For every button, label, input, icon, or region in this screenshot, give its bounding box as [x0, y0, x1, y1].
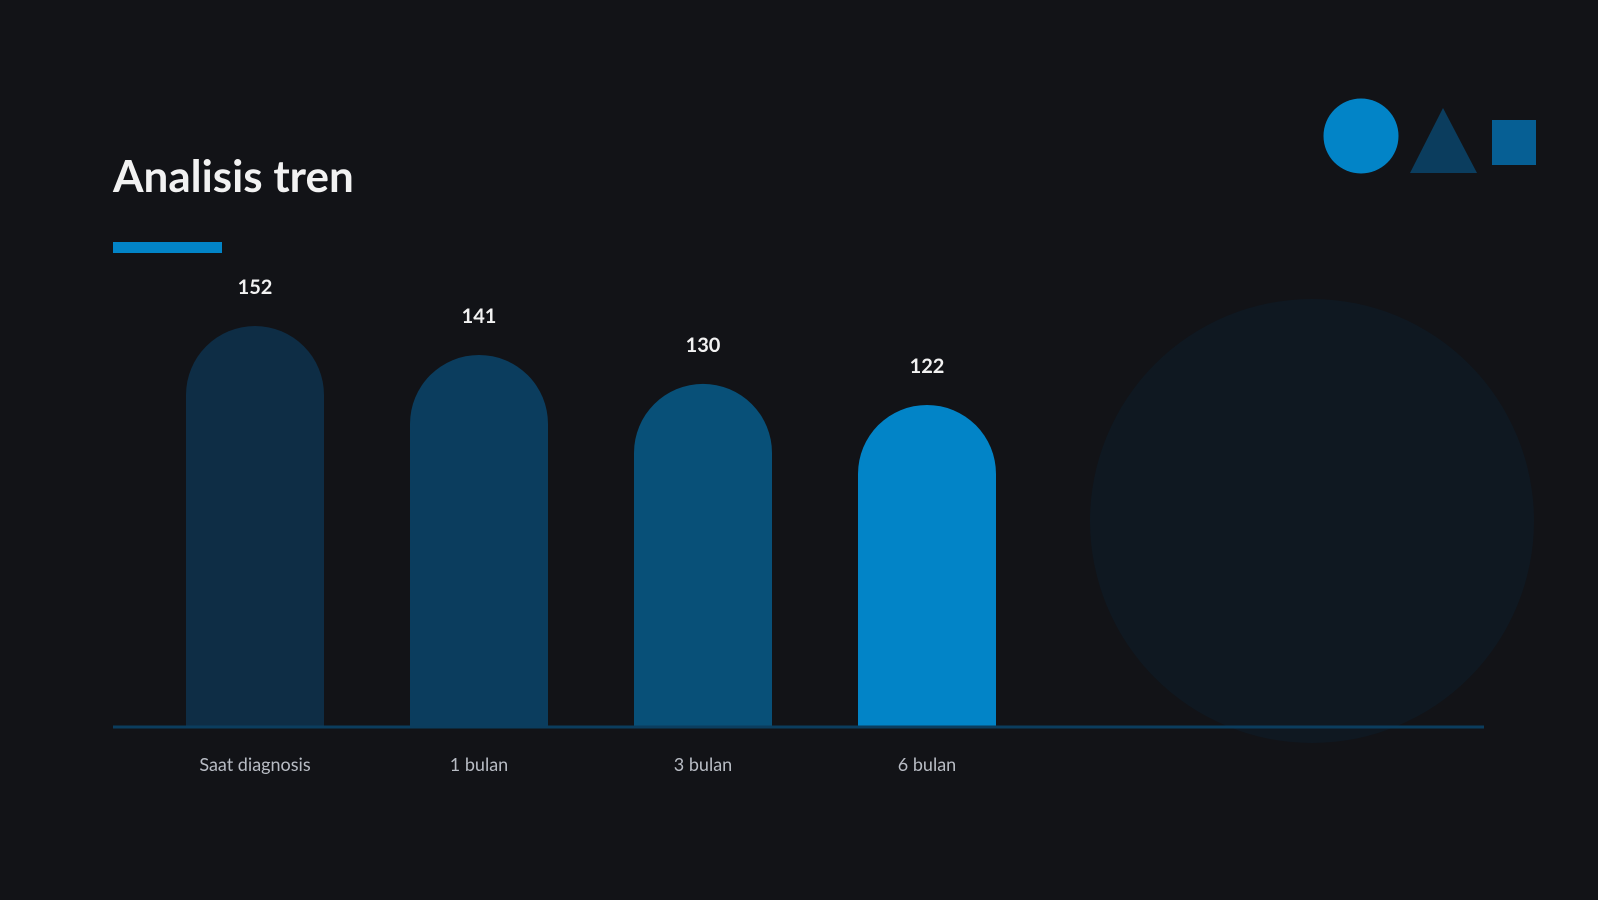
- x-tick-label: Saat diagnosis: [199, 753, 311, 775]
- value-label: 122: [910, 354, 945, 378]
- decor-triangle: [1410, 108, 1477, 173]
- x-tick-label: 3 bulan: [674, 753, 732, 775]
- bar: [186, 326, 324, 726]
- decor-square: [1492, 120, 1536, 165]
- title-underline: [113, 242, 222, 253]
- decor-circle-large: [1090, 299, 1534, 743]
- x-tick-label: 1 bulan: [450, 753, 508, 775]
- value-label: 141: [462, 304, 497, 328]
- x-tick-label: 6 bulan: [898, 753, 956, 775]
- bar: [634, 383, 772, 726]
- plot: 152 Saat diagnosis 141 1 bulan 130 3 bulan 122…: [186, 275, 996, 775]
- value-label: 130: [686, 333, 721, 357]
- chart-title: Analisis tren: [112, 150, 354, 202]
- decor-circle: [1323, 98, 1399, 174]
- value-label: 152: [238, 275, 273, 299]
- bar: [858, 404, 996, 726]
- bar: [410, 354, 548, 726]
